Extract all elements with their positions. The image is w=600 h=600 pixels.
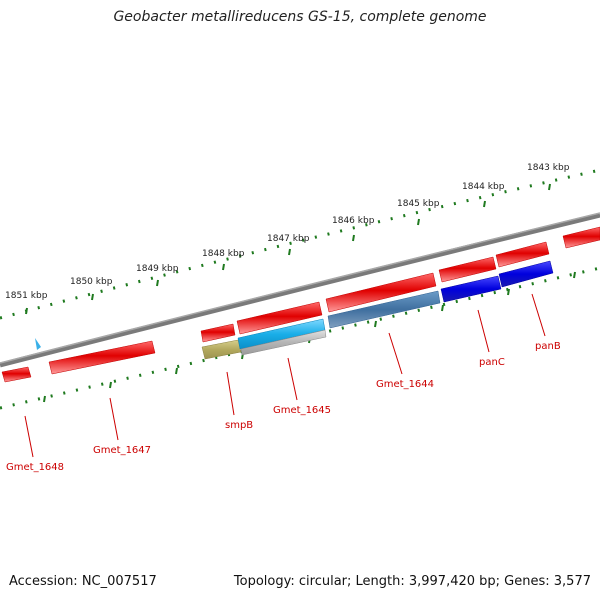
feature-track (201, 260, 554, 360)
backbone-highlight (0, 212, 600, 364)
scale-label-1848: 1848 kbp (202, 249, 245, 259)
scale-label-1851: 1851 kbp (5, 291, 48, 301)
gene-label-panc[interactable]: panC (479, 357, 505, 368)
forward-genes (1, 226, 600, 383)
gene-arrow-1648-region-a[interactable] (1, 366, 32, 383)
genome-summary: Topology: circular; Length: 3,997,420 bp… (233, 574, 591, 589)
scale-label-1845: 1845 kbp (397, 199, 440, 209)
gene-label-gmet-1644[interactable]: Gmet_1644 (376, 379, 434, 390)
scale-label-1850: 1850 kbp (70, 277, 113, 287)
gene-arrow-gmet-1646[interactable] (236, 301, 323, 335)
feature-smpb[interactable] (201, 339, 242, 360)
gene-arrow-panc-upper[interactable] (438, 256, 497, 283)
accession-label: Accession: NC_007517 (9, 574, 157, 589)
gene-label-gmet-1645[interactable]: Gmet_1645 (273, 405, 331, 416)
label-leaders (24, 293, 546, 458)
gene-arrow-gmet-1647[interactable] (48, 340, 156, 375)
feature-gmet-1644[interactable] (327, 290, 441, 329)
gene-label-smpb[interactable]: smpB (225, 420, 253, 431)
genome-backbone (0, 212, 600, 368)
scale-label-1844: 1844 kbp (462, 182, 505, 192)
outer-scale (0, 168, 600, 320)
scale-label-1846: 1846 kbp (332, 216, 375, 226)
gene-label-gmet-1648[interactable]: Gmet_1648 (6, 462, 64, 473)
gene-labels: Gmet_1648 Gmet_1647 smpB Gmet_1645 Gmet_… (6, 341, 561, 473)
feature-panb[interactable] (498, 260, 554, 288)
scale-labels: 1851 kbp 1850 kbp 1849 kbp 1848 kbp 1847… (5, 163, 570, 301)
scale-label-1849: 1849 kbp (136, 264, 179, 274)
gene-label-panb[interactable]: panB (535, 341, 561, 352)
outer-scale-ticks (0, 168, 600, 320)
outer-major-ticks (25, 183, 551, 315)
genome-title: Geobacter metallireducens GS-15, complet… (113, 9, 487, 25)
feature-panc[interactable] (440, 275, 502, 303)
gene-label-gmet-1647[interactable]: Gmet_1647 (93, 445, 151, 456)
gene-arrow-gmet-1644-upper[interactable] (325, 272, 437, 313)
scale-label-1847: 1847 kbp (267, 234, 310, 244)
gene-arrow-upstream-smpb[interactable] (200, 323, 236, 343)
position-marker-icon[interactable] (35, 338, 41, 350)
gene-arrow-downstream[interactable] (562, 226, 600, 249)
scale-label-1843: 1843 kbp (527, 163, 570, 173)
feature-gmet-1645-gray[interactable] (240, 329, 327, 356)
gene-arrow-panb-upper[interactable] (495, 241, 550, 268)
